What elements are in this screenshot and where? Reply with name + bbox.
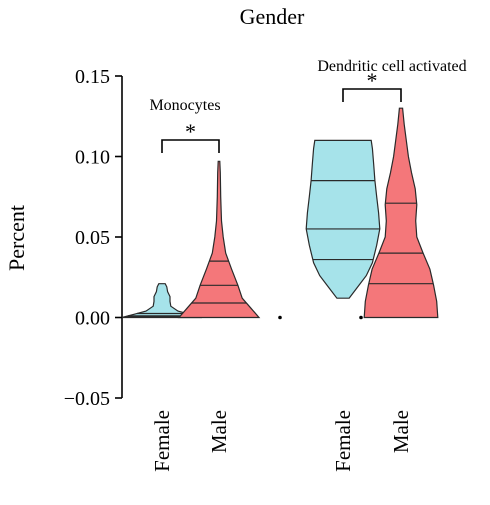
significance-bracket xyxy=(342,88,402,102)
annotations: *Monocytes*Dendritic cell activated xyxy=(149,58,467,153)
x-tick-label: Female xyxy=(331,410,355,472)
group-label: Monocytes xyxy=(149,97,220,114)
x-tick-label: Female xyxy=(150,410,174,472)
group-label: Dendritic cell activated xyxy=(317,58,466,75)
y-axis-label: Percent xyxy=(4,205,29,271)
y-tick-label: 0.05 xyxy=(75,227,110,249)
significance-star: * xyxy=(185,119,196,144)
chart-title: Gender xyxy=(240,4,305,29)
violin-female xyxy=(305,139,381,299)
y-axis: −0.05 0.00 0.05 0.10 0.15 xyxy=(64,66,123,410)
violin-male xyxy=(177,160,261,319)
violin-male xyxy=(363,107,439,319)
y-tick-label: −0.05 xyxy=(64,388,110,410)
x-tick-label: Male xyxy=(207,410,231,453)
y-tick-label: 0.10 xyxy=(75,147,110,169)
significance-bracket xyxy=(161,139,220,153)
x-tick-label: Male xyxy=(389,410,413,453)
data-point xyxy=(359,315,363,320)
y-tick-label: 0.15 xyxy=(75,66,110,88)
data-point xyxy=(278,315,282,320)
violin-female xyxy=(121,283,203,319)
violins xyxy=(121,107,439,320)
y-tick-label: 0.00 xyxy=(75,308,110,330)
significance-star: * xyxy=(367,68,378,93)
x-tick-labels: Female Male Female Male xyxy=(150,410,413,472)
